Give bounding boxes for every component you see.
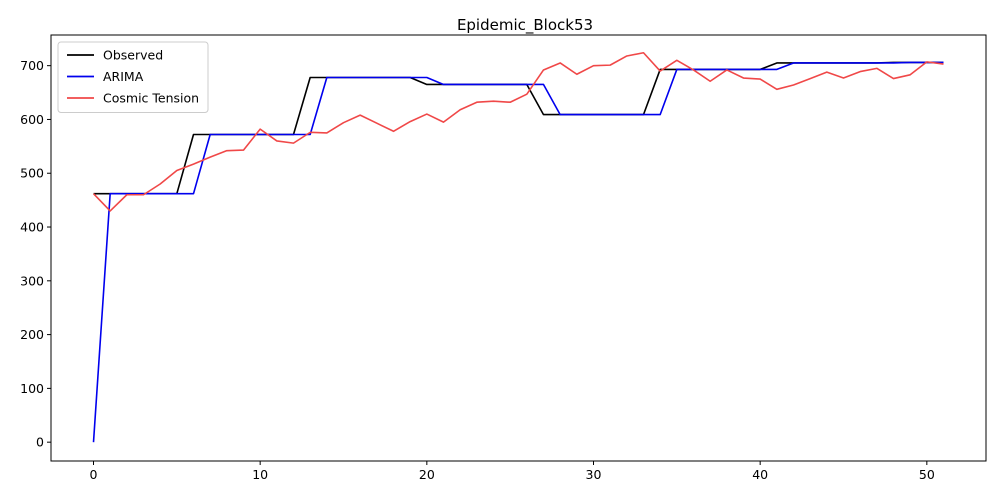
series-line-cosmic-tension bbox=[92, 51, 944, 212]
y-tick-label: 400 bbox=[20, 220, 44, 235]
x-tick-label: 0 bbox=[90, 467, 98, 482]
y-tick-label: 200 bbox=[20, 327, 44, 342]
y-axis: 0 100 200 300 400 500 600 700 bbox=[20, 58, 51, 450]
axes-frame bbox=[50, 34, 987, 462]
chart-title: Epidemic_Block53 bbox=[457, 16, 593, 35]
x-tick-label: 40 bbox=[752, 467, 768, 482]
y-tick-label: 600 bbox=[20, 112, 44, 127]
series-line-observed bbox=[93, 61, 944, 195]
series-line-arima bbox=[92, 61, 944, 443]
plot-area bbox=[92, 51, 944, 443]
y-tick-label: 500 bbox=[20, 166, 44, 181]
y-tick-label: 300 bbox=[20, 273, 44, 288]
x-tick-label: 10 bbox=[252, 467, 268, 482]
y-tick-label: 0 bbox=[36, 435, 44, 450]
y-tick-label: 700 bbox=[20, 58, 44, 73]
legend-box bbox=[57, 41, 209, 113]
x-tick-label: 50 bbox=[919, 467, 935, 482]
legend: Observed ARIMA Cosmic Tension bbox=[57, 41, 209, 113]
x-axis: 0 10 20 30 40 50 bbox=[90, 461, 935, 482]
y-tick-label: 100 bbox=[20, 381, 44, 396]
x-tick-label: 20 bbox=[419, 467, 435, 482]
legend-label: Observed bbox=[103, 48, 163, 63]
legend-label: Cosmic Tension bbox=[103, 91, 199, 106]
x-tick-label: 30 bbox=[586, 467, 602, 482]
legend-label: ARIMA bbox=[103, 69, 144, 84]
